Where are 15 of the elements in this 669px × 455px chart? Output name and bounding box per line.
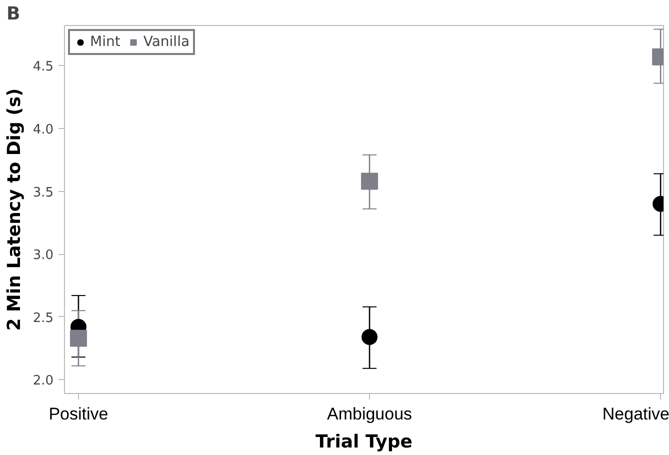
legend-label: Vanilla bbox=[143, 34, 190, 50]
x-tick-label: Positive bbox=[48, 404, 108, 424]
y-tick-label: 4.0 bbox=[32, 122, 54, 138]
x-tick-label: Negative bbox=[602, 404, 669, 424]
text: B bbox=[6, 4, 20, 24]
y-tick-label: 3.5 bbox=[32, 185, 54, 200]
y-tick-label: 3.0 bbox=[32, 248, 54, 264]
y-tick-label: 2.5 bbox=[32, 310, 54, 326]
legend-label: Mint bbox=[90, 34, 120, 50]
point bbox=[70, 330, 87, 347]
x-axis-title: Trial Type bbox=[316, 432, 412, 452]
y-tick-label: 2.0 bbox=[32, 374, 54, 389]
y-tick-label: 4.5 bbox=[32, 60, 54, 75]
y-axis-title: 2 Min Latency to Dig (s) bbox=[4, 88, 25, 331]
x-tick-label: Ambiguous bbox=[327, 404, 412, 424]
